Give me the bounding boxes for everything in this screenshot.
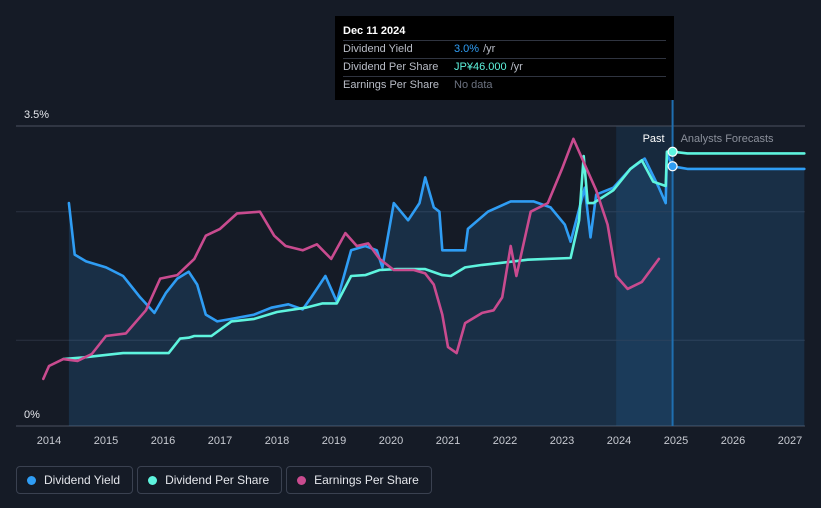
x-tick-label: 2025	[664, 435, 688, 447]
y-tick-label: 0%	[24, 409, 40, 421]
tooltip-date: Dec 11 2024	[343, 25, 406, 37]
x-tick-label: 2018	[265, 435, 289, 447]
tooltip-row-dividend-yield: Dividend Yield 3.0% /yr	[343, 40, 666, 58]
tooltip-value: No data	[454, 79, 493, 91]
x-tick-label: 2014	[37, 435, 61, 447]
tooltip-row-dividend-per-share: Dividend Per Share JP¥46.000 /yr	[343, 58, 666, 76]
dividend-per-share-dot-icon	[148, 475, 158, 485]
dividend-yield-marker	[667, 161, 678, 172]
x-tick-label: 2026	[721, 435, 745, 447]
tooltip-row-earnings-per-share: Earnings Per Share No data	[343, 76, 666, 94]
tooltip-value: JP¥46.000	[454, 61, 507, 73]
yield-line	[67, 152, 806, 323]
x-tick-label: 2023	[550, 435, 574, 447]
tooltip-label: Dividend Yield	[343, 43, 413, 55]
tooltip-label: Dividend Per Share	[343, 61, 439, 73]
legend-label: Dividend Yield	[44, 473, 121, 487]
x-tick-label: 2015	[94, 435, 118, 447]
legend-item-dividend-yield[interactable]: Dividend Yield	[16, 466, 134, 494]
x-tick-label: 2022	[493, 435, 517, 447]
x-tick-label: 2027	[778, 435, 802, 447]
chart-tooltip: Dec 11 2024 Dividend Yield 3.0% /yr Divi…	[335, 16, 674, 100]
legend-item-dividend-per-share[interactable]: Dividend Per Share	[137, 466, 283, 494]
earnings-per-share-dot-icon	[297, 475, 307, 485]
chart-legend: Dividend Yield Dividend Per Share Earnin…	[16, 466, 432, 494]
dps-line	[62, 150, 806, 361]
past-label: Past	[643, 133, 665, 145]
tooltip-unit: /yr	[510, 61, 523, 73]
x-tick-label: 2024	[607, 435, 631, 447]
yield-area	[68, 153, 805, 426]
tooltip-value: 3.0%	[454, 43, 480, 55]
x-tick-label: 2021	[436, 435, 460, 447]
x-tick-label: 2019	[322, 435, 346, 447]
legend-label: Dividend Per Share	[165, 473, 270, 487]
dividend-yield-dot-icon	[27, 475, 36, 485]
eps-line	[42, 137, 661, 381]
legend-label: Earnings Per Share	[314, 473, 419, 487]
x-tick-label: 2020	[379, 435, 403, 447]
y-tick-label: 3.5%	[24, 109, 49, 121]
x-tick-label: 2017	[208, 435, 232, 447]
analysts-forecasts-label: Analysts Forecasts	[681, 133, 774, 145]
legend-item-earnings-per-share[interactable]: Earnings Per Share	[286, 466, 432, 494]
dividend-per-share-marker	[667, 146, 678, 157]
tooltip-unit: /yr	[483, 43, 496, 55]
tooltip-label: Earnings Per Share	[343, 79, 439, 91]
x-tick-label: 2016	[151, 435, 175, 447]
